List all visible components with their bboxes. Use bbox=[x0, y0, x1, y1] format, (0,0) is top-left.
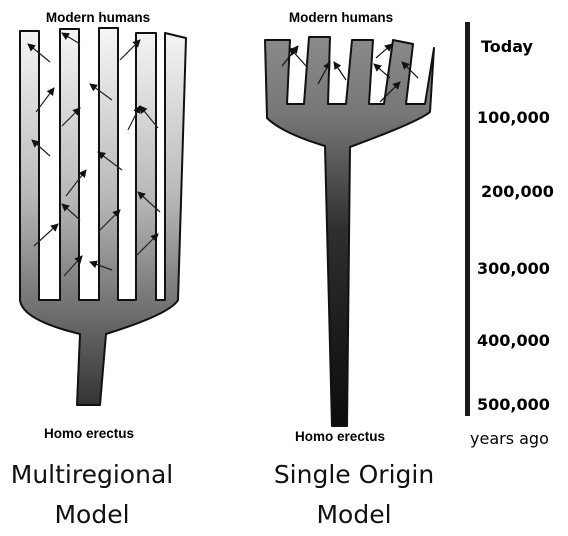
timeline-tick-label: 100,000 bbox=[477, 108, 550, 127]
multiregional-top-label: Modern humans bbox=[46, 10, 150, 25]
gene-flow-arrow bbox=[33, 223, 59, 247]
gene-flow-arrow bbox=[65, 169, 87, 197]
multiregional-bottom-label: Homo erectus bbox=[44, 426, 134, 441]
migration-arrow bbox=[333, 61, 347, 81]
single-origin-bottom-label: Homo erectus bbox=[295, 429, 385, 444]
gene-flow-arrow bbox=[135, 233, 159, 257]
gene-flow-arrow bbox=[61, 203, 81, 221]
migration-arrow bbox=[289, 47, 307, 67]
timeline-tick-label: Today bbox=[481, 37, 534, 56]
gene-flow-arrow bbox=[89, 83, 113, 101]
gene-flow-arrow bbox=[61, 32, 81, 45]
gene-flow-arrow bbox=[35, 87, 55, 113]
migration-arrow bbox=[317, 61, 331, 85]
single-origin-top-label: Modern humans bbox=[289, 10, 393, 25]
timeline-tick-label: 400,000 bbox=[477, 331, 550, 350]
gene-flow-arrow bbox=[31, 139, 51, 157]
gene-flow-arrow bbox=[27, 43, 51, 63]
gene-flow-arrow bbox=[139, 105, 159, 129]
timeline-tick-label: 200,000 bbox=[481, 182, 554, 201]
migration-arrows bbox=[281, 43, 419, 103]
gene-flow-arrow bbox=[119, 39, 141, 61]
gene-flow-arrow bbox=[137, 191, 161, 213]
migration-arrow bbox=[401, 61, 419, 79]
migration-arrow bbox=[379, 81, 401, 103]
gene-flow-arrow bbox=[127, 105, 141, 131]
gene-flow-arrow bbox=[97, 151, 123, 171]
multiregional-title-line2: Model bbox=[54, 500, 129, 529]
timeline: Today 100,000 200,000 300,000 400,000 50… bbox=[465, 22, 554, 448]
single-origin-trunk bbox=[264, 36, 435, 427]
multiregional-tree bbox=[19, 27, 187, 406]
timeline-axis bbox=[465, 22, 470, 416]
timeline-unit-label: years ago bbox=[470, 429, 549, 448]
timeline-tick-label: 500,000 bbox=[477, 395, 550, 414]
gene-flow-arrows bbox=[27, 32, 161, 277]
single-origin-tree bbox=[264, 36, 435, 427]
multiregional-trunk bbox=[19, 27, 187, 406]
multiregional-title-line1: Multiregional bbox=[11, 460, 173, 489]
single-origin-title-line2: Model bbox=[316, 500, 391, 529]
gene-flow-arrow bbox=[89, 260, 113, 271]
migration-arrow bbox=[375, 43, 393, 59]
single-origin-title-line1: Single Origin bbox=[274, 460, 434, 489]
migration-arrow bbox=[373, 63, 391, 79]
timeline-tick-label: 300,000 bbox=[477, 259, 550, 278]
gene-flow-arrow bbox=[61, 107, 81, 127]
gene-flow-arrow bbox=[63, 255, 83, 277]
gene-flow-arrow bbox=[97, 209, 121, 233]
